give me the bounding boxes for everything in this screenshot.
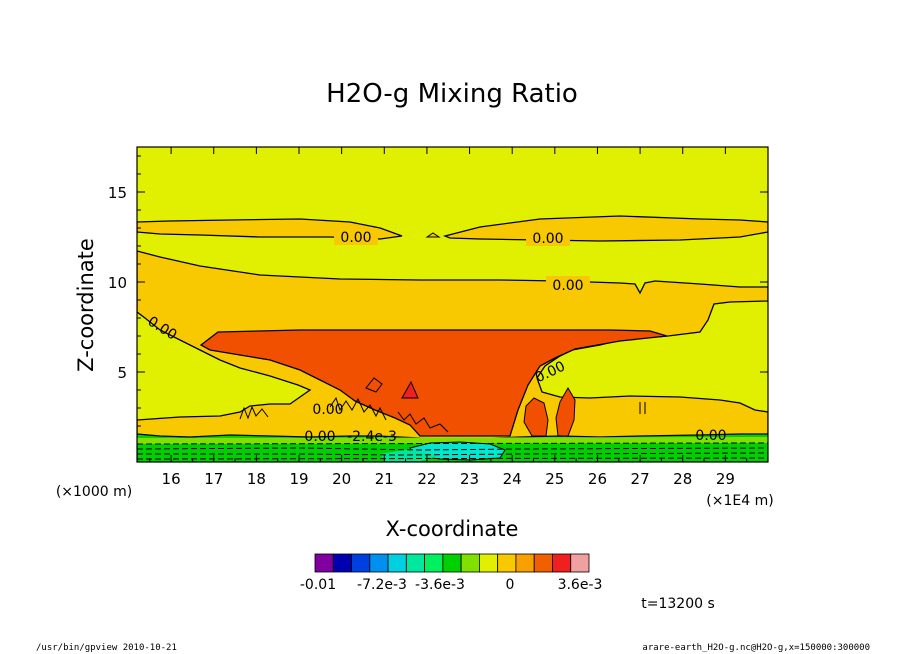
- x-tick-label: 25: [545, 470, 564, 488]
- colorbar-label: 3.6e-3: [558, 577, 603, 593]
- y-tick-label: 10: [108, 274, 127, 292]
- contour-label-negative: -2.4e-3: [347, 429, 397, 445]
- ylabel: Z-coordinate: [74, 238, 98, 372]
- dry-blob-b: [555, 387, 576, 437]
- x-tick-label: 28: [673, 470, 692, 488]
- colorbar-swatch: [387, 553, 407, 573]
- colorbar-swatch: [533, 553, 553, 573]
- x-unit-right: (×1E4 m): [706, 493, 773, 509]
- axes: 16 17 18 19 20 21 22 23 24 25 26 27 28 29 5 10 15: [108, 147, 768, 488]
- colorbar-swatch: [460, 553, 480, 573]
- footer-right: arare-earth_H2O-g.nc@H2O-g,x=150000:3000…: [642, 643, 870, 653]
- colorbar-label: -3.6e-3: [415, 577, 465, 593]
- colorbar-label: -0.01: [300, 577, 336, 593]
- moist-pale-band: [137, 437, 768, 444]
- colorbar-swatch: [332, 553, 352, 573]
- contour-label-low-left: 0.00: [312, 402, 343, 418]
- x-tick-label: 23: [460, 470, 479, 488]
- plot-area: [137, 147, 768, 462]
- wavy-contours: [239, 396, 646, 433]
- x-tick-label: 19: [289, 470, 308, 488]
- colorbar-swatch: [515, 553, 535, 573]
- colorbar-swatch: [369, 553, 389, 573]
- dashed-contours: [137, 442, 768, 460]
- colorbar-label: 0: [506, 577, 515, 593]
- x-tick-label: 22: [417, 470, 436, 488]
- colorbar-swatch: [478, 553, 499, 573]
- contour-label-upper-right: 0.00: [532, 231, 563, 247]
- y-tick-label: 5: [117, 364, 127, 382]
- x-tick-label: 24: [503, 470, 522, 488]
- dry-blob-a: [523, 397, 549, 437]
- colorbar-swatch: [405, 553, 426, 573]
- x-tick-label: 17: [204, 470, 223, 488]
- chart-title: H2O-g Mixing Ratio: [326, 79, 578, 109]
- colorbar-swatch: [314, 553, 334, 573]
- colorbar-swatch: [570, 553, 590, 573]
- time-label: t=13200 s: [641, 596, 715, 612]
- plot-frame: [136, 146, 769, 463]
- colorbar-swatch: [442, 553, 462, 573]
- x-tick-label: 20: [332, 470, 351, 488]
- x-tick-label: 26: [588, 470, 607, 488]
- contour-label-mid: 0.00: [552, 278, 583, 294]
- x-tick-label: 21: [375, 470, 394, 488]
- x-tick-label: 27: [631, 470, 650, 488]
- colorbar-swatch: [497, 553, 517, 573]
- colorbar: -0.01 -7.2e-3 -3.6e-3 0 3.6e-3: [300, 553, 603, 593]
- contour-label-surface-left: 0.00: [304, 429, 335, 445]
- x-unit-left: (×1000 m): [56, 484, 132, 500]
- dry-triangle: [401, 380, 419, 399]
- dry-core-region: [199, 329, 668, 437]
- upper-band-notch: [425, 232, 441, 238]
- y-tick-label: 15: [108, 184, 127, 202]
- upper-band-right: [442, 215, 768, 242]
- colorbar-swatch: [424, 553, 444, 573]
- x-tick-label: 16: [162, 470, 181, 488]
- colorbar-swatch: [351, 553, 371, 573]
- colorbar-swatch: [552, 553, 572, 573]
- footer-left: /usr/bin/gpview 2010-10-21: [36, 643, 177, 653]
- x-tick-label: 18: [247, 470, 266, 488]
- contour-label-upper-left: 0.00: [340, 230, 371, 246]
- x-tick-label: 29: [716, 470, 735, 488]
- contour-label-surface-right: 0.00: [695, 428, 726, 444]
- colorbar-label: -7.2e-3: [357, 577, 407, 593]
- dry-triangle-small: [365, 377, 383, 393]
- xlabel: X-coordinate: [386, 517, 519, 541]
